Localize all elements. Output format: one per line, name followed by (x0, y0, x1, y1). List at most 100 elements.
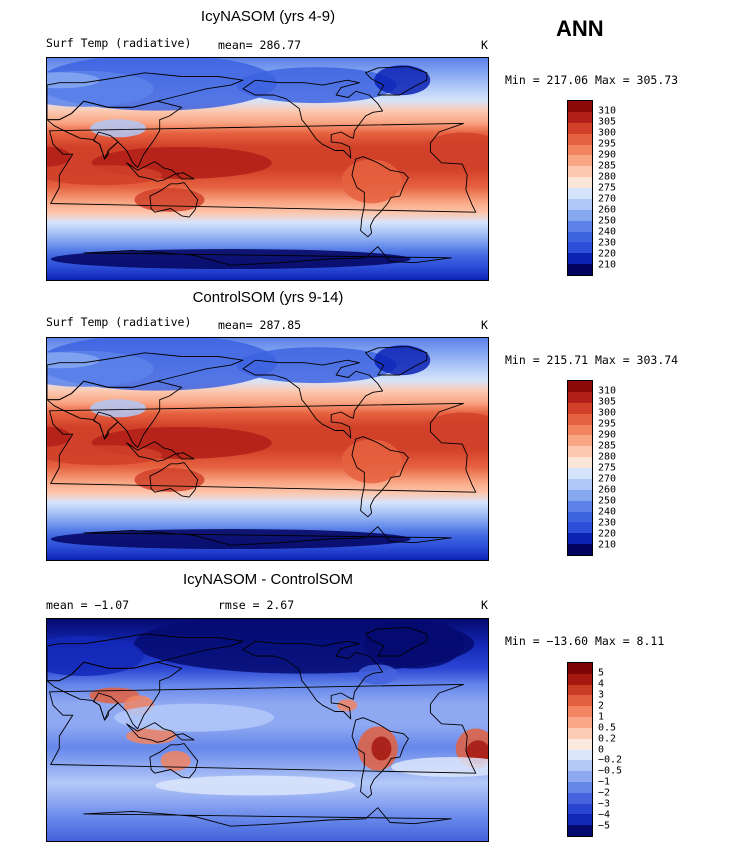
field-blob (423, 132, 488, 169)
colorbar-segment (568, 695, 592, 707)
colorbar-segment (568, 391, 592, 403)
colorbar-tick-label: 260 (598, 204, 617, 216)
colorbar-segment (568, 253, 592, 265)
colorbar-segment (568, 511, 592, 523)
field-blob (90, 119, 147, 138)
field-blob (374, 65, 431, 96)
colorbar-segment (568, 825, 592, 836)
colorbar-tick-label: −5 (598, 820, 611, 832)
colorbar-segment (568, 468, 592, 479)
colorbar-segment (568, 111, 592, 123)
colorbar-segment (568, 663, 592, 674)
field-blob (341, 159, 402, 204)
coastline-southAm (351, 717, 409, 799)
colorbar-tick-label: 310 (598, 385, 617, 397)
field-blob (236, 347, 397, 384)
colorbar-tick-label: 285 (598, 160, 617, 172)
colorbar-segment (568, 727, 592, 739)
field-blob (47, 146, 71, 167)
coastline-greenland (365, 66, 428, 96)
coastlines (47, 346, 477, 546)
coastline-antarctic (83, 807, 452, 827)
coastline-indo (126, 441, 195, 462)
colorbar-segment (568, 144, 592, 156)
colorbar-segment (568, 402, 592, 414)
coastline-antarctic (83, 526, 452, 546)
colorbar-tick-label: 305 (598, 396, 617, 408)
panel-2-title: ControlSOM (yrs 9-14) (192, 289, 344, 306)
coastline-southAm (351, 436, 409, 518)
colorbar-tick-label: 210 (598, 539, 617, 551)
colorbar-segment (568, 684, 592, 696)
coastline-australia (149, 182, 199, 218)
panel-3-mean-label: mean = −1.07 (46, 598, 130, 612)
panel-1-variable-label: Surf Temp (radiative) (46, 36, 192, 50)
colorbar-tick-label: 2 (598, 700, 605, 712)
colorbar-segment (568, 435, 592, 447)
colorbar-segment (568, 101, 592, 112)
colorbar-tick-label: 295 (598, 138, 617, 150)
coastlines (47, 66, 477, 266)
colorbar-tick-label: 0.2 (598, 733, 617, 745)
coastline-india (93, 692, 119, 721)
colorbar-segment (568, 209, 592, 221)
field-blob (47, 352, 100, 369)
colorbar-segment (568, 478, 592, 490)
colorbar-tick-label: 240 (598, 226, 617, 238)
field-blob (374, 345, 431, 376)
colorbar-tick-label: −2 (598, 787, 611, 799)
field-blob (160, 750, 191, 771)
colorbar-tick-label: −0.5 (598, 765, 623, 777)
coastline-greenland (365, 627, 428, 657)
panel-3-units: K (481, 598, 488, 612)
panel-3-title: IcyNASOM - ControlSOM (182, 571, 354, 588)
colorbar-segment (568, 457, 592, 468)
panel-3-rmse-label: rmse = 2.67 (218, 598, 295, 612)
colorbar-tick-label: 310 (598, 105, 617, 117)
colorbar-tick-label: 3 (598, 689, 605, 701)
coastline-australia (149, 462, 199, 498)
colorbar-tick-label: 220 (598, 248, 617, 260)
colorbar-segment (568, 706, 592, 718)
colorbar-segment (568, 166, 592, 178)
panel-2-colorbar (567, 380, 593, 556)
colorbar-tick-label: −1 (598, 776, 611, 788)
panel-1-units: K (481, 38, 488, 52)
colorbar-segment (568, 188, 592, 199)
panel-1-map (46, 57, 489, 281)
colorbar-tick-label: 1 (598, 711, 605, 723)
coastline-antarctic (83, 246, 452, 266)
coastline-africa (49, 683, 477, 774)
panel-1-mean-label: mean= 286.77 (218, 38, 302, 52)
field-blob (337, 699, 358, 712)
colorbar-segment (568, 717, 592, 728)
colorbar-tick-label: 270 (598, 473, 617, 485)
colorbar-tick-label: 210 (598, 259, 617, 271)
colorbar-segment (568, 264, 592, 275)
field-blob (126, 728, 177, 745)
colorbar-tick-label: 300 (598, 407, 617, 419)
coastline-india (93, 411, 119, 440)
coastline-northAm (242, 79, 384, 159)
colorbar-segment (568, 803, 592, 815)
coastline-greenland (365, 346, 428, 376)
colorbar-tick-label: 0.5 (598, 722, 617, 734)
colorbar-segment (568, 533, 592, 545)
field-blob (357, 664, 398, 685)
panel-3-colorbar (567, 662, 593, 837)
colorbar-segment (568, 814, 592, 826)
coastline-asiaS (47, 661, 183, 730)
colorbar-segment (568, 749, 592, 761)
coastline-southAm (351, 156, 409, 238)
colorbar-segment (568, 424, 592, 436)
colorbar-segment (568, 673, 592, 685)
colorbar-segment (568, 177, 592, 188)
coastlines (47, 627, 477, 827)
colorbar-segment (568, 446, 592, 458)
panel-3-map (46, 618, 489, 842)
colorbar-tick-label: 250 (598, 495, 617, 507)
colorbar-segment (568, 760, 592, 772)
colorbar-segment (568, 413, 592, 425)
panel-1-map-svg (47, 58, 488, 280)
colorbar-tick-label: 230 (598, 517, 617, 529)
